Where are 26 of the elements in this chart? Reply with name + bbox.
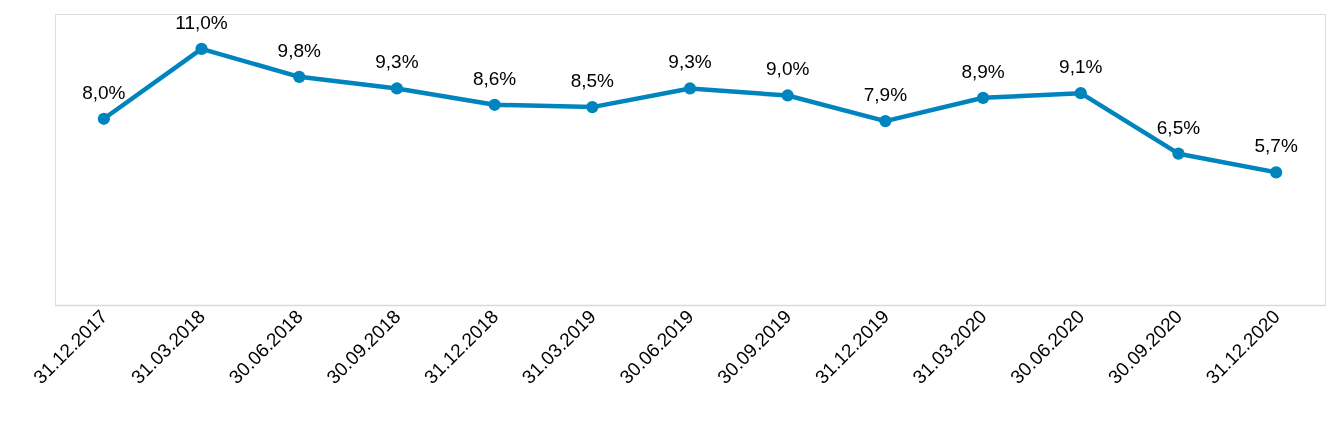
point [195,42,208,56]
data-label: 7,9% [863,84,908,106]
data-label: 9,3% [668,51,712,73]
data-label: 9,3% [375,51,419,73]
data-label: 9,1% [1059,56,1103,78]
data-label: 6,5% [1156,116,1201,138]
data-label: 8,5% [570,70,615,92]
data-label: 8,9% [961,60,1005,82]
data-label: 9,8% [277,39,321,61]
data-label: 9,0% [766,58,810,80]
point [488,98,501,111]
point [390,82,404,95]
point [1172,147,1185,160]
point [683,82,697,95]
point [586,101,599,114]
point [293,70,306,83]
point [1270,166,1283,179]
point [781,89,794,102]
point [97,112,110,125]
data-label: 8,6% [472,67,517,89]
data-label: 5,7% [1254,135,1298,157]
data-label: 11,0% [175,11,228,33]
point [1074,87,1087,100]
data-label: 8,0% [82,81,126,103]
point [879,114,892,128]
point [976,91,990,104]
